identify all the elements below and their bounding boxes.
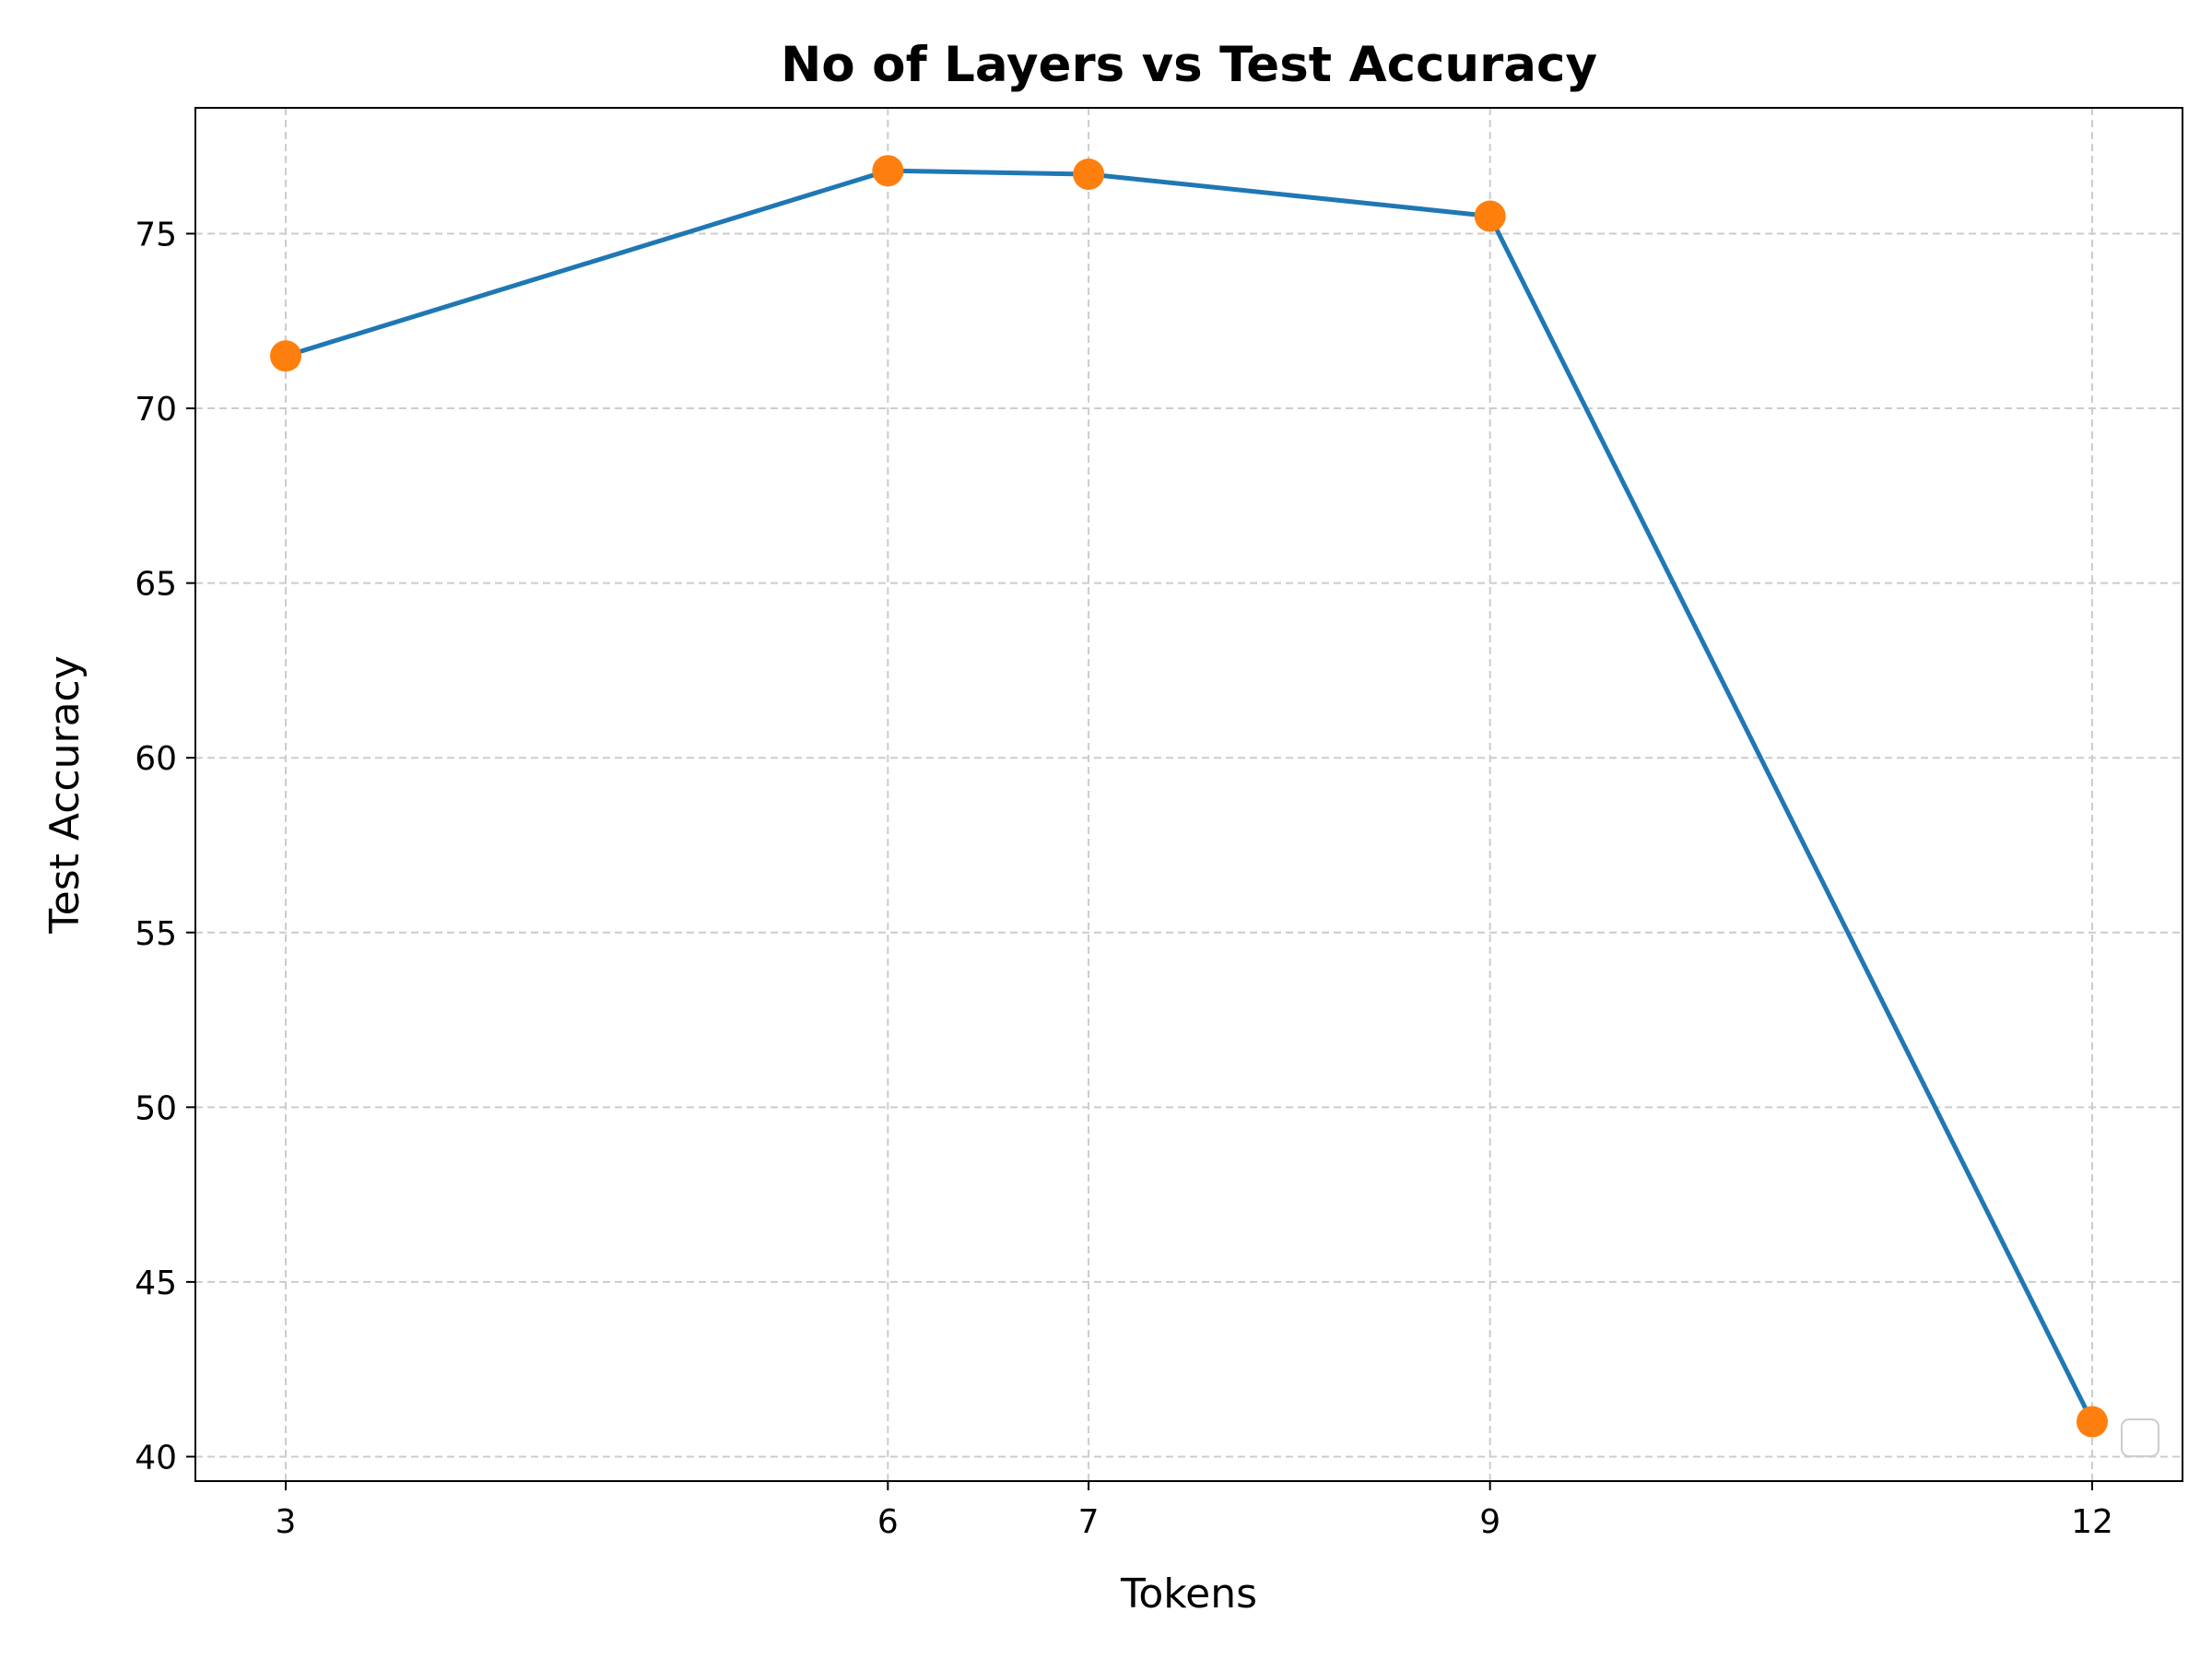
plot-area-frame	[194, 107, 2183, 1482]
x-tick-label: 7	[1078, 1503, 1100, 1541]
grid	[195, 108, 2183, 1481]
y-tick-label: 40	[135, 1439, 177, 1477]
y-tick-label: 50	[135, 1089, 177, 1127]
y-tick-label: 55	[135, 915, 177, 953]
y-axis-label: Test Accuracy	[41, 655, 88, 935]
data-point-layer	[270, 155, 2108, 1438]
axis-ticks: 3 6 7 9 12 40 45 50 55 60 65 70 75	[135, 216, 2113, 1541]
y-tick-label: 45	[135, 1265, 177, 1302]
legend-box	[2121, 1418, 2159, 1457]
y-tick-label: 75	[135, 216, 177, 253]
x-axis-label: Tokens	[1120, 1571, 1257, 1618]
chart-title: No of Layers vs Test Accuracy	[781, 37, 1597, 93]
data-point	[270, 340, 301, 372]
data-point	[1474, 200, 1506, 232]
y-tick-label: 60	[135, 740, 177, 778]
y-tick-label: 70	[135, 391, 177, 429]
x-tick-label: 12	[2071, 1503, 2113, 1541]
data-point	[872, 155, 904, 187]
x-tick-label: 3	[276, 1503, 297, 1541]
x-tick-label: 6	[877, 1503, 899, 1541]
y-tick-label: 65	[135, 566, 177, 604]
x-tick-label: 9	[1479, 1503, 1500, 1541]
data-point	[1073, 159, 1105, 191]
legend	[2121, 1418, 2159, 1457]
data-point	[2077, 1406, 2108, 1438]
